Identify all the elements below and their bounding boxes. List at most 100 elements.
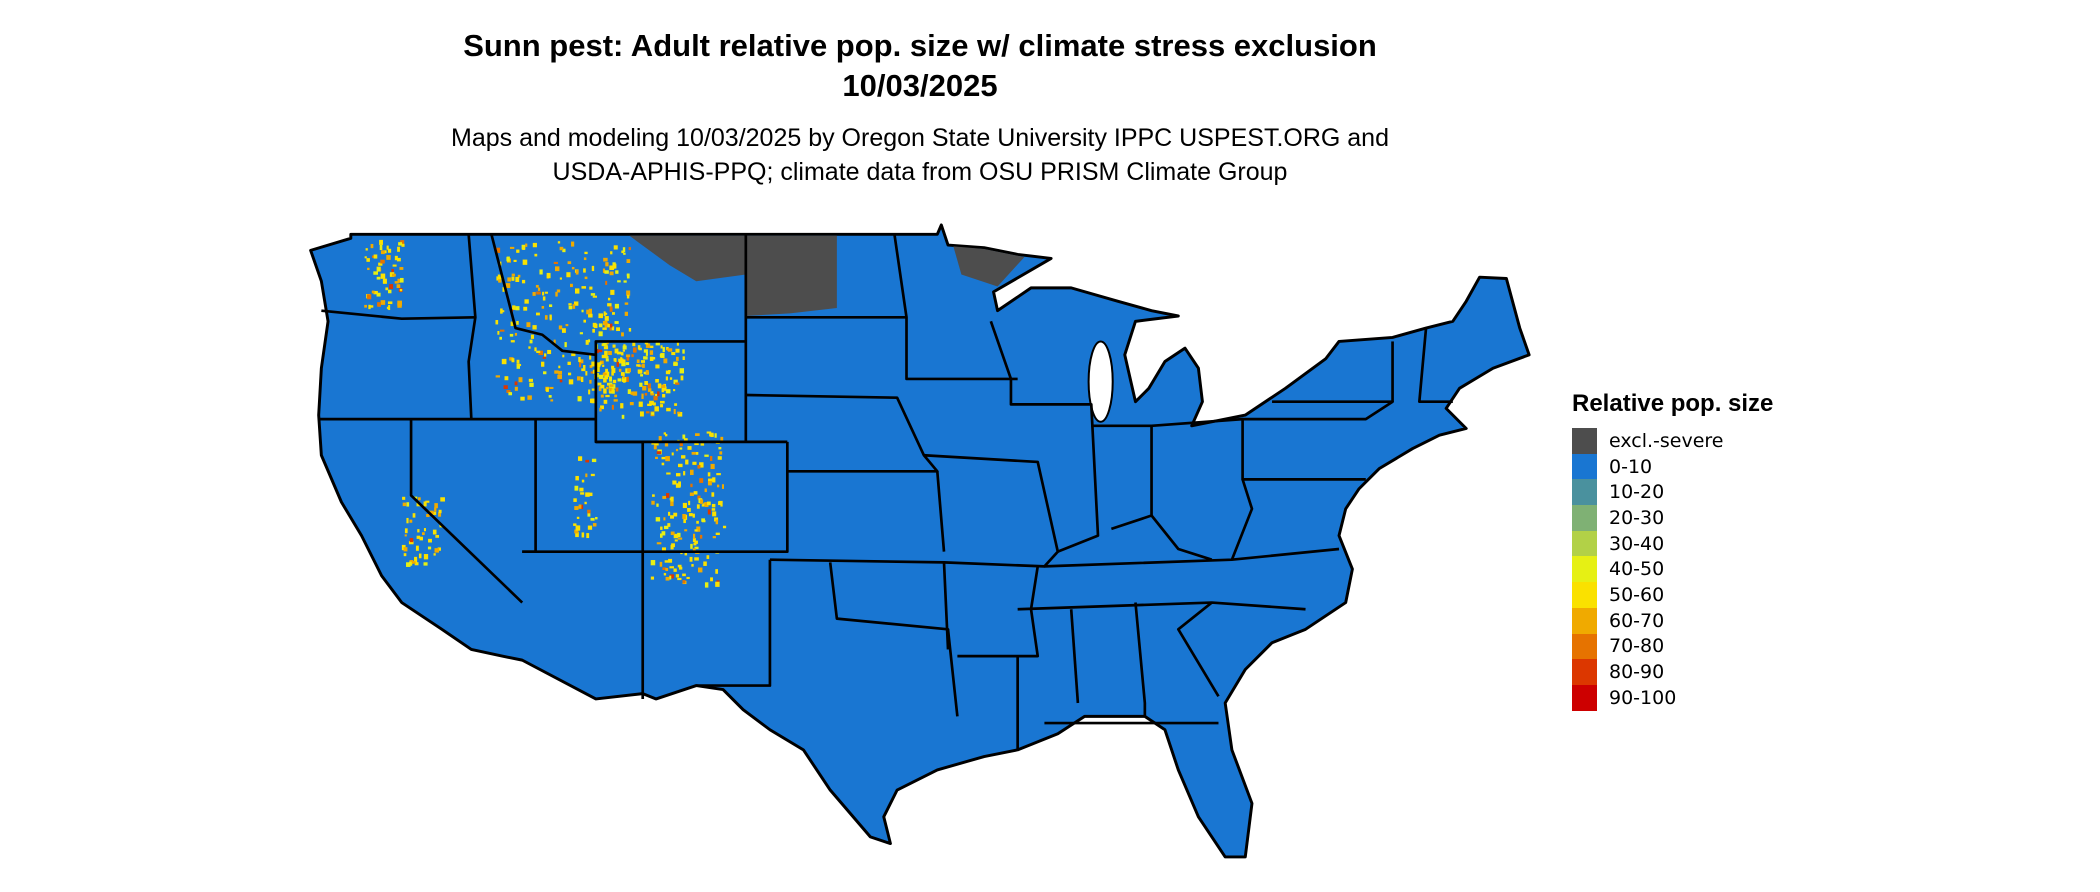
speckle (539, 269, 543, 275)
speckle (604, 270, 609, 274)
speckle (386, 255, 391, 260)
speckle (716, 473, 721, 476)
speckle (516, 249, 520, 253)
speckle (643, 349, 648, 353)
speckle (599, 362, 602, 366)
speckle (438, 509, 442, 514)
speckle (558, 365, 561, 369)
speckle (655, 393, 659, 397)
speckle (581, 309, 584, 313)
speckle (580, 376, 584, 383)
speckle (678, 566, 683, 570)
speckle (612, 379, 617, 384)
speckle (506, 256, 510, 262)
speckle (623, 280, 627, 283)
speckle (669, 377, 673, 380)
speckle (434, 548, 440, 553)
speckle (673, 389, 676, 392)
speckle (591, 458, 597, 463)
speckle (640, 360, 646, 363)
speckle (498, 277, 502, 283)
legend-label: 10-20 (1609, 481, 1665, 504)
speckle (581, 368, 586, 372)
speckle (402, 502, 407, 507)
speckle (550, 399, 554, 402)
speckle (661, 547, 666, 551)
speckle (572, 304, 576, 309)
speckle (636, 359, 640, 364)
speckle (574, 506, 579, 511)
speckle (574, 485, 579, 491)
speckle (671, 351, 676, 356)
speckle (670, 544, 674, 550)
legend-label: 60-70 (1609, 609, 1665, 632)
speckle (665, 456, 670, 462)
speckle (386, 306, 390, 310)
speckle (712, 477, 716, 483)
speckle (716, 484, 720, 488)
state-borders (318, 233, 1453, 750)
speckle (528, 378, 533, 382)
speckle (670, 501, 674, 507)
speckle (404, 528, 408, 534)
speckle (701, 504, 705, 507)
speckle (604, 312, 608, 315)
speckle (592, 322, 597, 328)
speckle (542, 291, 545, 296)
speckle (614, 321, 619, 324)
legend-item: 90-100 (1572, 684, 1773, 711)
legend-swatch (1572, 582, 1597, 608)
speckle (621, 377, 627, 383)
speckle (673, 362, 678, 366)
subtitle-line-1: Maps and modeling 10/03/2025 by Oregon S… (451, 124, 1389, 152)
speckle (524, 299, 529, 304)
speckle (588, 313, 593, 318)
speckle (669, 498, 673, 501)
legend-swatch (1572, 428, 1597, 454)
speckle (377, 302, 381, 307)
speckle (696, 451, 699, 455)
speckle (522, 246, 525, 250)
speckle (549, 304, 553, 307)
speckle (511, 276, 515, 281)
speckle (588, 389, 591, 395)
speckle (605, 262, 609, 267)
legend-swatch (1572, 556, 1597, 583)
speckle (660, 526, 663, 530)
speckle (616, 351, 622, 355)
speckle (590, 517, 595, 521)
speckle (675, 382, 680, 385)
speckle (665, 568, 669, 572)
speckle (590, 293, 596, 296)
speckle (650, 391, 654, 395)
speckle (655, 517, 661, 522)
speckle (695, 433, 700, 436)
speckle (530, 334, 535, 339)
speckle (385, 287, 389, 291)
speckle (516, 320, 519, 325)
speckle (632, 347, 637, 353)
speckle (537, 287, 541, 291)
speckle (546, 387, 549, 392)
speckle (617, 280, 621, 283)
speckle (578, 504, 582, 509)
speckle (529, 382, 534, 387)
speckle (621, 358, 624, 364)
speckle (611, 368, 616, 374)
speckle (508, 392, 513, 396)
speckle (559, 246, 564, 251)
legend-label: 0-10 (1609, 455, 1653, 478)
speckle (557, 374, 562, 379)
speckle (697, 465, 701, 469)
speckle (387, 301, 393, 305)
speckle (680, 375, 684, 381)
speckle (401, 243, 405, 247)
speckle (553, 339, 556, 344)
speckle (638, 369, 642, 374)
speckle (677, 411, 681, 414)
legend: Relative pop. size excl.-severe 0-10 10-20… (1572, 390, 1773, 711)
speckle (564, 342, 567, 348)
speckle (411, 560, 416, 564)
speckle (585, 473, 588, 478)
speckle (423, 554, 429, 560)
